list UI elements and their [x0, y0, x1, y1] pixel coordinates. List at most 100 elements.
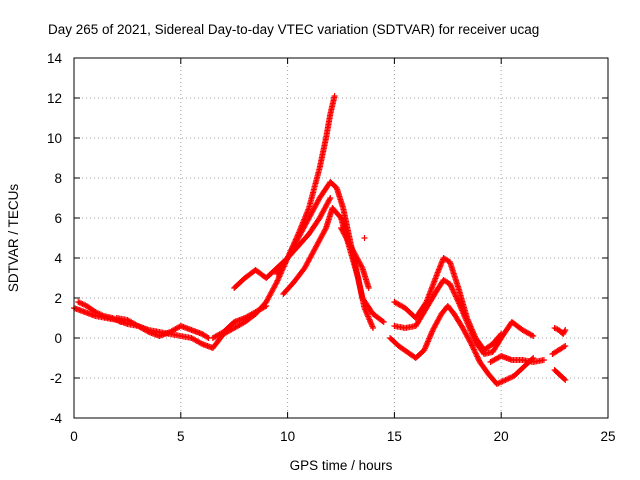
data-point-trace — [560, 329, 567, 336]
data-point-trace — [144, 328, 151, 335]
data-point-trace — [337, 213, 344, 220]
data-point-trace — [517, 367, 524, 373]
data-point-trace — [331, 94, 338, 101]
data-point-trace — [401, 347, 408, 354]
series-outlier — [361, 235, 368, 241]
data-point-trace — [299, 267, 306, 274]
data-point-trace — [304, 233, 311, 240]
data-point-trace — [561, 376, 568, 382]
data-point-trace — [528, 332, 535, 339]
data-point-trace — [444, 279, 451, 286]
data-point-trace — [272, 281, 279, 288]
data-point-trace — [322, 226, 329, 233]
data-point-trace — [455, 283, 462, 290]
data-point-trace — [468, 342, 475, 349]
data-point-trace — [553, 348, 560, 355]
data-point-trace — [310, 247, 317, 254]
series-track-15 — [209, 303, 270, 341]
data-point-trace — [561, 328, 568, 335]
data-point-trace — [458, 322, 465, 329]
data-point-trace — [474, 353, 481, 360]
data-point-trace — [99, 312, 106, 319]
data-point-trace — [558, 329, 565, 335]
data-point-trace — [467, 339, 474, 346]
series-track-8 — [387, 303, 537, 387]
data-point-trace — [472, 350, 479, 357]
data-point-trace — [326, 196, 333, 203]
series-track-6 — [391, 255, 505, 353]
data-point-trace — [80, 308, 87, 315]
data-point-trace — [466, 338, 473, 345]
data-point-trace — [479, 348, 486, 355]
data-point-trace — [108, 314, 115, 321]
y-tick-label: 0 — [54, 331, 62, 346]
y-tick-label: 12 — [47, 91, 62, 106]
data-point-trace — [197, 330, 204, 337]
data-point-trace — [399, 303, 406, 310]
data-point-trace — [559, 344, 566, 351]
grid-layer — [74, 58, 608, 418]
y-tick-label: 4 — [54, 251, 62, 266]
data-point-trace — [122, 316, 129, 323]
data-point-trace — [89, 307, 96, 314]
data-point-trace — [347, 242, 354, 249]
x-tick-label: 5 — [177, 429, 185, 444]
data-point-trace — [229, 321, 236, 327]
series-track-16 — [359, 295, 387, 325]
data-point-trace — [354, 273, 361, 280]
data-point-trace — [450, 289, 457, 296]
data-point-trace — [449, 308, 456, 315]
data-point-trace — [448, 283, 455, 290]
data-point-trace — [496, 337, 503, 344]
data-point-trace — [419, 349, 426, 355]
y-tick-label: 10 — [47, 131, 62, 146]
data-point-trace — [474, 354, 481, 361]
data-point-trace — [260, 304, 267, 311]
data-point-trace — [517, 325, 524, 332]
data-point-trace — [453, 294, 460, 301]
data-point-trace — [473, 352, 480, 359]
series-track-7 — [391, 277, 537, 357]
data-point-trace — [501, 377, 508, 384]
data-point-trace — [454, 296, 461, 303]
y-tick-label: 8 — [54, 171, 62, 186]
data-point-trace — [483, 368, 490, 375]
data-point-trace — [249, 310, 256, 317]
data-point-trace — [470, 345, 477, 352]
x-tick-label: 0 — [70, 429, 78, 444]
data-point-trace — [365, 283, 372, 290]
data-point-trace — [444, 257, 451, 264]
data-point-trace — [527, 331, 534, 338]
series-track-13 — [113, 315, 212, 341]
y-tick-label: -2 — [50, 371, 62, 386]
data-point-trace — [553, 369, 560, 375]
data-point-trace — [197, 340, 204, 347]
data-point-trace — [357, 262, 364, 269]
data-point-trace — [325, 197, 332, 204]
data-point-trace — [282, 257, 289, 263]
data-point-trace — [421, 307, 428, 314]
series-track-12 — [549, 343, 569, 357]
data-point-trace — [539, 357, 546, 364]
chart-title: Day 265 of 2021, Sidereal Day-to-day VTE… — [48, 22, 539, 37]
data-point-trace — [339, 203, 346, 210]
data-point-trace — [239, 277, 246, 283]
data-point-trace — [469, 343, 476, 350]
data-point-trace — [261, 303, 268, 310]
data-point-trace — [316, 166, 323, 173]
x-tick-label: 20 — [494, 429, 509, 444]
data-point-trace — [204, 334, 211, 341]
data-point-trace — [327, 112, 334, 119]
data-point-trace — [358, 263, 365, 270]
data-point-trace — [393, 341, 400, 347]
data-point-trace — [448, 285, 455, 292]
y-tick-label: 6 — [54, 211, 62, 226]
data-point-trace — [558, 373, 565, 379]
data-point-trace — [271, 267, 278, 273]
plot-frame — [73, 57, 609, 419]
data-point-trace — [293, 245, 300, 252]
data-point — [361, 235, 368, 241]
x-tick-label: 10 — [280, 429, 295, 444]
data-point-trace — [304, 217, 311, 224]
